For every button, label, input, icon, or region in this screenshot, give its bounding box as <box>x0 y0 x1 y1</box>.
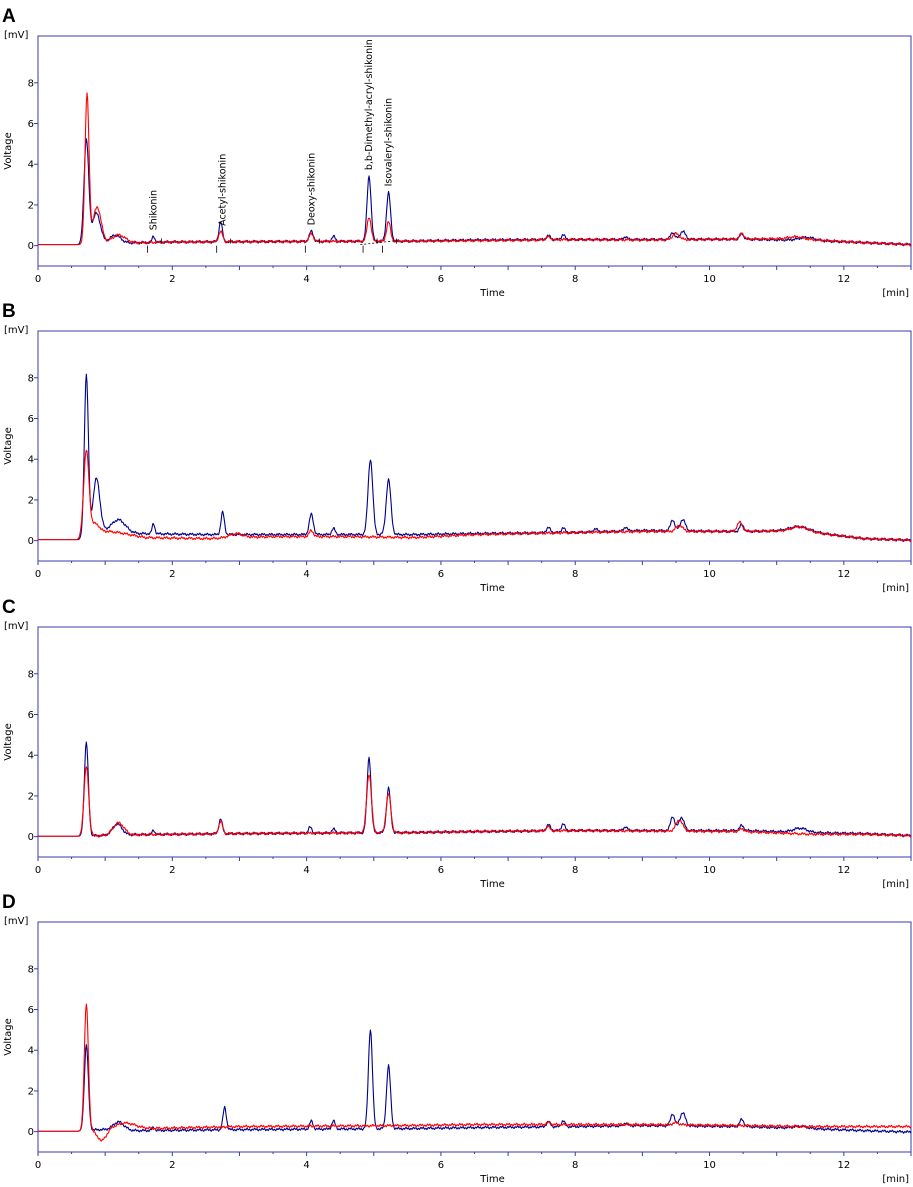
y-tick-label: 4 <box>28 1046 34 1057</box>
y-tick-label: 8 <box>28 669 34 680</box>
peak-label: Isovaleryl-shikonin <box>384 98 395 186</box>
x-tick-label: 10 <box>703 569 716 580</box>
y-tick-label: 2 <box>28 495 34 506</box>
x-unit-label: [min] <box>882 288 909 299</box>
y-tick-label: 2 <box>28 200 34 211</box>
y-axis-title: Voltage <box>3 427 14 465</box>
x-tick-label: 0 <box>35 1160 41 1171</box>
chart-panel-c: C [mV] Voltage 0 2 4 6 8 0 2 4 6 8 10 12 Time [min] <box>2 597 912 890</box>
x-unit-label: [min] <box>882 1174 909 1185</box>
series-line-red <box>38 92 912 247</box>
y-axis-title: Voltage <box>3 132 14 170</box>
x-tick-label: 12 <box>837 274 850 285</box>
x-tick-label: 10 <box>703 865 716 876</box>
x-tick-label: 4 <box>303 274 309 285</box>
peak-label: Shikonin <box>149 190 160 230</box>
chart-panel-a: A [mV] Voltage 0 2 4 6 8 0 2 4 6 8 10 12 Time [min] Shiko… <box>2 6 912 299</box>
x-tick-label: 12 <box>837 1160 850 1171</box>
y-tick-label: 8 <box>28 964 34 975</box>
x-axis-title: Time <box>479 1174 504 1185</box>
series-line-blue <box>38 1029 912 1134</box>
x-tick-label: 8 <box>572 1160 578 1171</box>
panel-letter: D <box>2 892 16 913</box>
x-axis-title: Time <box>479 879 504 890</box>
y-tick-label: 6 <box>28 1005 34 1016</box>
peak-label: Acetyl-shikonin <box>218 154 229 226</box>
y-unit-label: [mV] <box>4 325 28 336</box>
y-tick-label: 0 <box>28 536 34 547</box>
x-tick-label: 2 <box>169 274 175 285</box>
y-unit-label: [mV] <box>4 916 28 927</box>
series-line-blue <box>38 138 912 247</box>
series-line-red <box>38 766 912 838</box>
y-tick-label: 6 <box>28 119 34 130</box>
chart-panel-d: D [mV] Voltage 0 2 4 6 8 0 2 4 6 8 10 12 Time [min] <box>2 892 912 1185</box>
panel-letter: C <box>2 597 16 618</box>
panel-letter: A <box>2 6 16 27</box>
x-unit-label: [min] <box>882 879 909 890</box>
y-tick-label: 8 <box>28 78 34 89</box>
panel-letter: B <box>2 301 16 322</box>
y-tick-label: 0 <box>28 832 34 843</box>
x-tick-label: 8 <box>572 274 578 285</box>
x-tick-label: 6 <box>438 274 444 285</box>
peak-label: b,b-Dimethyl-acryl-shikonin <box>364 39 375 170</box>
y-tick-label: 0 <box>28 1127 34 1138</box>
y-tick-label: 4 <box>28 455 34 466</box>
y-tick-label: 4 <box>28 751 34 762</box>
x-unit-label: [min] <box>882 583 909 594</box>
peak-label: Deoxy-shikonin <box>306 153 317 225</box>
x-tick-label: 8 <box>572 865 578 876</box>
x-axis-title: Time <box>479 583 504 594</box>
x-tick-label: 10 <box>703 1160 716 1171</box>
series-line-red <box>38 449 912 543</box>
series-line-red <box>38 1003 912 1142</box>
x-tick-label: 0 <box>35 865 41 876</box>
y-unit-label: [mV] <box>4 621 28 632</box>
plot-frame <box>37 35 912 267</box>
plot-frame <box>37 330 912 562</box>
x-tick-label: 6 <box>438 1160 444 1171</box>
x-tick-label: 4 <box>303 865 309 876</box>
y-tick-label: 0 <box>28 241 34 252</box>
x-tick-label: 2 <box>169 1160 175 1171</box>
y-unit-label: [mV] <box>4 30 28 41</box>
x-tick-label: 8 <box>572 569 578 580</box>
chart-panel-b: B [mV] Voltage 0 2 4 6 8 0 2 4 6 8 10 12 Time [min] <box>2 301 912 594</box>
x-tick-label: 10 <box>703 274 716 285</box>
x-tick-label: 12 <box>837 865 850 876</box>
y-axis-title: Voltage <box>3 1018 14 1056</box>
plot-frame <box>37 626 912 858</box>
x-tick-label: 0 <box>35 274 41 285</box>
x-tick-label: 4 <box>303 569 309 580</box>
y-tick-label: 6 <box>28 414 34 425</box>
x-tick-label: 4 <box>303 1160 309 1171</box>
x-tick-label: 6 <box>438 865 444 876</box>
series-line-blue <box>38 373 912 542</box>
plot-frame <box>37 921 912 1153</box>
x-axis-title: Time <box>479 288 504 299</box>
y-tick-label: 4 <box>28 160 34 171</box>
x-tick-label: 12 <box>837 569 850 580</box>
x-tick-label: 2 <box>169 865 175 876</box>
x-tick-label: 6 <box>438 569 444 580</box>
y-tick-label: 8 <box>28 373 34 384</box>
y-tick-label: 2 <box>28 791 34 802</box>
x-tick-label: 2 <box>169 569 175 580</box>
series-line-blue <box>38 741 912 838</box>
y-tick-label: 6 <box>28 710 34 721</box>
x-tick-label: 0 <box>35 569 41 580</box>
y-tick-label: 2 <box>28 1086 34 1097</box>
y-axis-title: Voltage <box>3 723 14 761</box>
